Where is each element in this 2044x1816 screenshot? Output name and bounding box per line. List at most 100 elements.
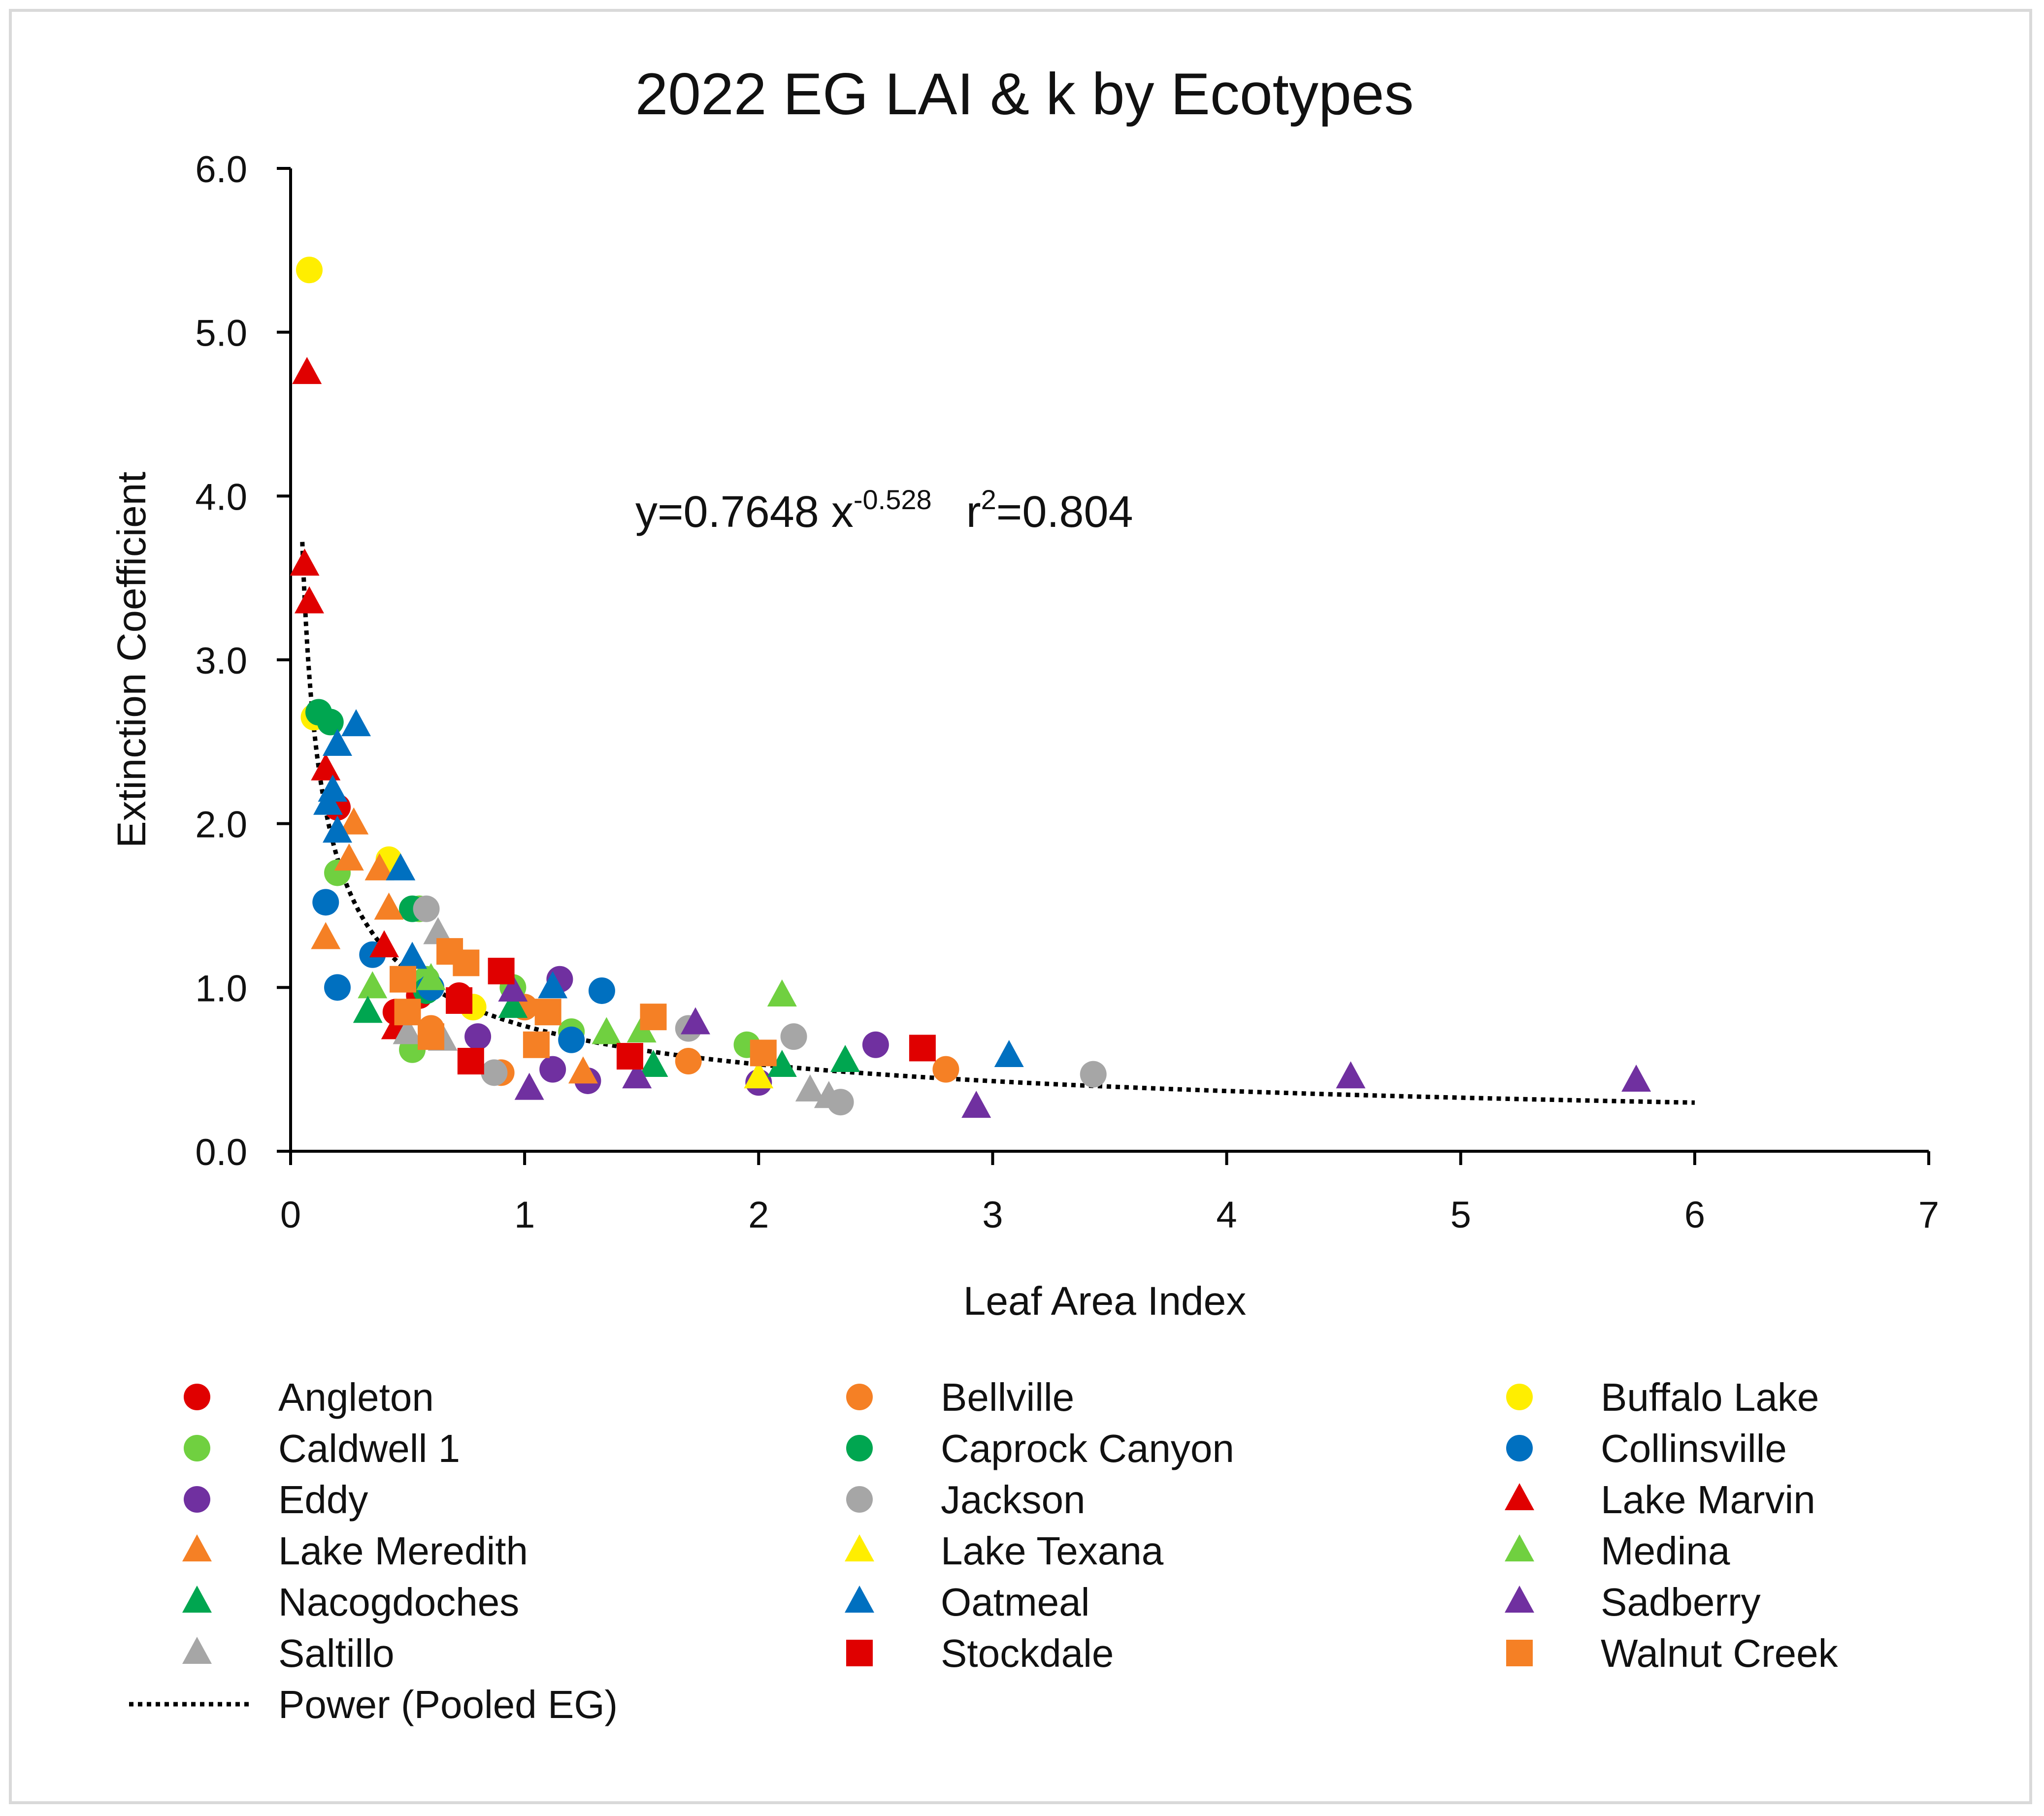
data-point: [311, 922, 341, 949]
legend-marker: [1506, 1640, 1533, 1666]
data-point: [767, 979, 797, 1006]
legend-label: Buffalo Lake: [1601, 1375, 1819, 1419]
data-point: [323, 728, 353, 756]
data-point: [638, 1050, 668, 1077]
data-point: [369, 930, 399, 958]
chart-title: 2022 EG LAI & k by Ecotypes: [635, 61, 1414, 127]
data-point: [311, 753, 341, 780]
data-point: [341, 709, 371, 737]
axes: 0.0 1.0 2.0 3.0 4.0 5.0 6.0 0 1 2 3 4 5 6 7: [195, 149, 1939, 1236]
legend-marker: [1505, 1534, 1534, 1561]
legend-marker: [1506, 1384, 1533, 1410]
x-axis-label: Leaf Area Index: [963, 1279, 1246, 1324]
legend-marker: [846, 1486, 873, 1513]
legend-marker: [846, 1435, 873, 1461]
series-stockdale: [446, 958, 936, 1075]
legend-label: Caprock Canyon: [941, 1427, 1234, 1470]
data-point: [538, 971, 568, 999]
legend-item: Sadberry: [1505, 1580, 1761, 1624]
x-tick-label: 1: [514, 1194, 535, 1236]
x-tick-label: 7: [1918, 1194, 1939, 1236]
x-tick-label: 0: [280, 1194, 301, 1236]
data-point: [416, 963, 446, 990]
x-tick-label: 3: [982, 1194, 1003, 1236]
trendline-equation: y=0.7648 x-0.528 r2=0.804: [635, 484, 1133, 537]
data-point: [994, 1040, 1024, 1068]
data-point: [767, 1050, 797, 1077]
legend-item: Jackson: [846, 1478, 1085, 1522]
data-point: [592, 1017, 622, 1044]
data-point: [1621, 1064, 1651, 1092]
equation-r-value: =0.804: [996, 487, 1133, 537]
data-point: [616, 1043, 643, 1070]
data-point: [588, 977, 615, 1004]
legend-item-trendline: Power (Pooled EG): [129, 1683, 618, 1726]
legend-marker: [1505, 1586, 1534, 1613]
legend-item: Medina: [1505, 1529, 1730, 1573]
legend-label: Bellville: [941, 1375, 1074, 1419]
data-point: [413, 895, 440, 922]
data-point: [814, 1081, 844, 1108]
legend-item: Walnut Creek: [1506, 1631, 1839, 1675]
legend-item: Lake Marvin: [1505, 1478, 1815, 1522]
data-point: [680, 1007, 710, 1035]
data-point: [324, 974, 351, 1001]
equation-r-exponent: 2: [981, 484, 996, 515]
data-point: [290, 549, 320, 576]
data-point: [353, 996, 383, 1023]
data-point: [862, 1031, 889, 1058]
y-tick-label: 6.0: [195, 149, 247, 191]
data-point: [622, 1061, 652, 1089]
equation-prefix: y=0.7648 x: [635, 487, 854, 537]
data-point: [334, 843, 364, 871]
legend-marker: [182, 1534, 212, 1561]
x-tick-label: 5: [1451, 1194, 1471, 1236]
data-point: [558, 1026, 585, 1053]
legend-item: Caldwell 1: [184, 1427, 460, 1470]
data-point: [830, 1045, 860, 1072]
data-point: [393, 1017, 423, 1044]
legend-label: Caldwell 1: [278, 1427, 460, 1470]
y-tick-label: 1.0: [195, 968, 247, 1009]
legend-marker: [846, 1384, 873, 1410]
data-point: [464, 1023, 492, 1050]
data-point: [1080, 1061, 1107, 1088]
data-point: [313, 787, 343, 815]
legend-label: Lake Marvin: [1601, 1478, 1815, 1522]
legend-item: Nacogdoches: [182, 1580, 519, 1624]
data-point: [364, 853, 395, 880]
data-point: [498, 991, 528, 1018]
legend-marker: [184, 1384, 210, 1410]
data-point: [386, 853, 416, 880]
legend-label: Saltillo: [278, 1631, 395, 1675]
data-point: [909, 1035, 936, 1062]
x-ticks: 0 1 2 3 4 5 6 7: [280, 1151, 1939, 1236]
series-oatmeal: [313, 709, 1024, 1068]
power-trendline: [300, 542, 1695, 1105]
data-point: [780, 1023, 807, 1050]
data-point: [498, 974, 528, 1002]
data-point: [423, 917, 453, 944]
x-tick-label: 4: [1216, 1194, 1237, 1236]
legend-label: Lake Meredith: [278, 1529, 528, 1573]
legend-item: Saltillo: [182, 1631, 395, 1675]
data-point: [481, 1059, 508, 1086]
legend-label: Sadberry: [1601, 1580, 1761, 1624]
series-sadberry: [498, 974, 1651, 1118]
x-tick-label: 6: [1684, 1194, 1705, 1236]
data-point: [675, 1048, 702, 1075]
legend-item: Bellville: [846, 1375, 1074, 1419]
data-point: [312, 889, 339, 916]
series-walnut-creek: [390, 938, 777, 1067]
data-point: [744, 1061, 774, 1089]
legend-item: Caprock Canyon: [846, 1427, 1234, 1470]
data-point: [750, 1039, 777, 1067]
legend-marker: [182, 1586, 212, 1613]
legend-marker: [1506, 1435, 1533, 1461]
data-point: [961, 1091, 991, 1118]
legend-marker: [1505, 1483, 1534, 1510]
data-point: [292, 357, 322, 384]
data-point: [568, 1056, 598, 1084]
points-layer: [290, 257, 1651, 1118]
